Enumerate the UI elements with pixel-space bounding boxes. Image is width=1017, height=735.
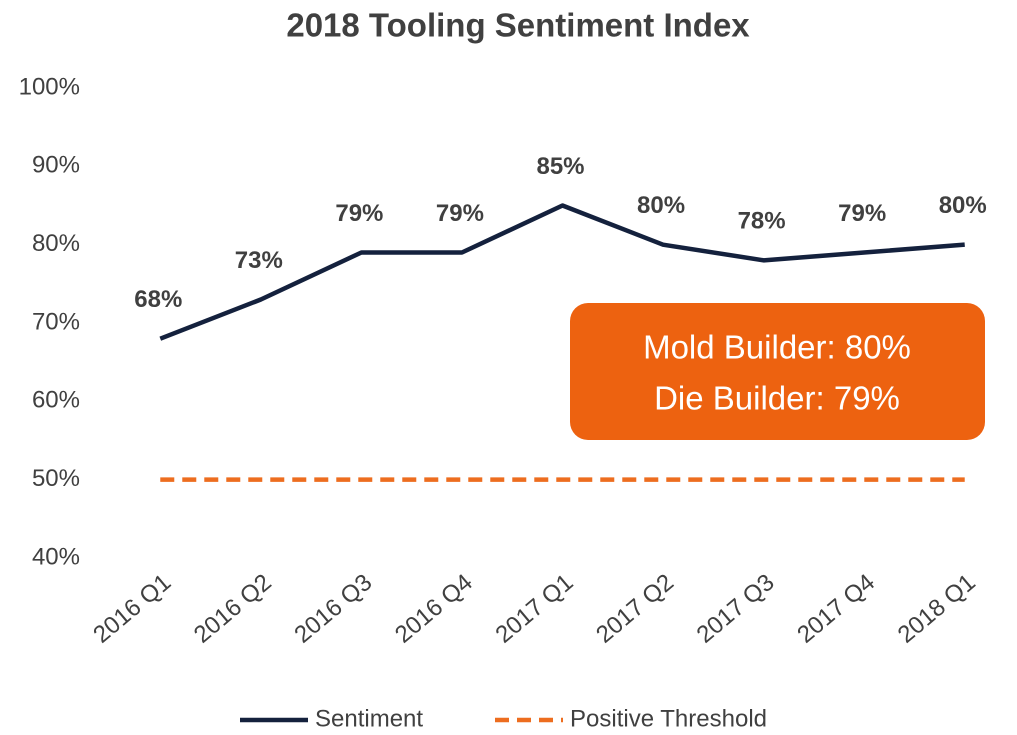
x-tick-label: 2017 Q3 <box>692 569 780 649</box>
y-tick-label: 60% <box>32 387 80 414</box>
x-tick-label: 2017 Q2 <box>591 569 679 649</box>
data-label: 80% <box>939 192 987 219</box>
data-label: 80% <box>637 192 685 219</box>
data-label: 79% <box>838 200 886 227</box>
data-label: 78% <box>738 208 786 235</box>
y-tick-label: 90% <box>32 152 80 179</box>
data-label: 79% <box>335 200 383 227</box>
series-line <box>159 203 965 341</box>
data-label: 73% <box>235 247 283 274</box>
x-tick-label: 2017 Q1 <box>491 569 579 649</box>
y-tick-label: 80% <box>32 230 80 257</box>
y-tick-label: 50% <box>32 465 80 492</box>
x-tick-label: 2017 Q4 <box>792 569 880 649</box>
x-tick-label: 2016 Q4 <box>390 569 478 649</box>
annotation: Die Builder: 79% <box>654 380 900 417</box>
x-tick-label: 2016 Q1 <box>88 569 176 649</box>
legend-label: Positive Threshold <box>570 705 767 732</box>
annotation-box <box>570 303 985 440</box>
y-tick-label: 70% <box>32 308 80 335</box>
chart-title: 2018 Tooling Sentiment Index <box>286 7 750 44</box>
x-tick-label: 2016 Q2 <box>189 569 277 649</box>
data-label: 68% <box>134 286 182 313</box>
data-label: 79% <box>436 200 484 227</box>
legend-label: Sentiment <box>315 705 423 732</box>
x-tick-label: 2018 Q1 <box>893 569 981 649</box>
x-tick-label: 2016 Q3 <box>289 569 377 649</box>
annotation: Mold Builder: 80% <box>643 329 911 366</box>
y-tick-label: 40% <box>32 543 80 570</box>
y-tick-label: 100% <box>19 73 80 100</box>
data-label: 85% <box>536 153 584 180</box>
